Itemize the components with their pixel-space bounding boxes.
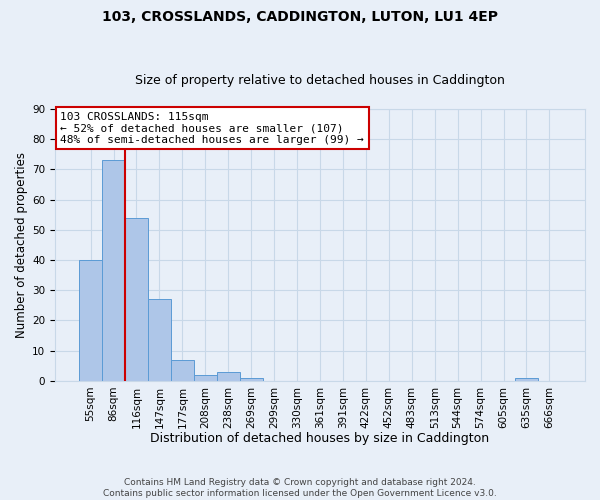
Bar <box>102 160 125 381</box>
Bar <box>515 378 538 381</box>
Title: Size of property relative to detached houses in Caddington: Size of property relative to detached ho… <box>135 74 505 87</box>
Bar <box>125 218 148 381</box>
Text: 103, CROSSLANDS, CADDINGTON, LUTON, LU1 4EP: 103, CROSSLANDS, CADDINGTON, LUTON, LU1 … <box>102 10 498 24</box>
Y-axis label: Number of detached properties: Number of detached properties <box>15 152 28 338</box>
Bar <box>217 372 240 381</box>
Bar <box>148 300 171 381</box>
X-axis label: Distribution of detached houses by size in Caddington: Distribution of detached houses by size … <box>151 432 490 445</box>
Bar <box>194 375 217 381</box>
Text: 103 CROSSLANDS: 115sqm
← 52% of detached houses are smaller (107)
48% of semi-de: 103 CROSSLANDS: 115sqm ← 52% of detached… <box>61 112 364 145</box>
Bar <box>79 260 102 381</box>
Text: Contains HM Land Registry data © Crown copyright and database right 2024.
Contai: Contains HM Land Registry data © Crown c… <box>103 478 497 498</box>
Bar <box>171 360 194 381</box>
Bar <box>240 378 263 381</box>
